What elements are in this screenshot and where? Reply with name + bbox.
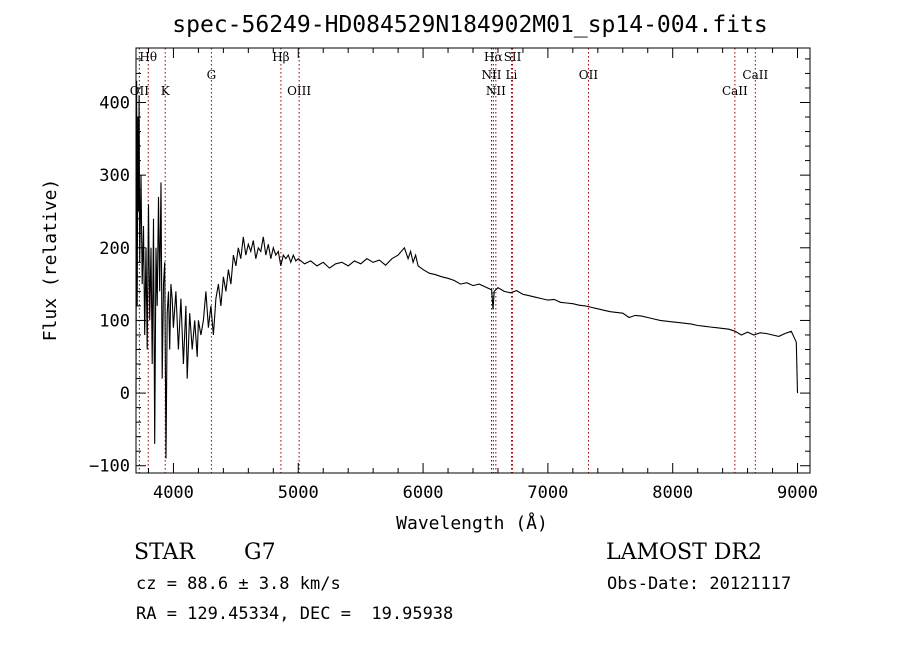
line-label-0: Hθ bbox=[139, 50, 157, 64]
observation-date: Obs-Date: 20121117 bbox=[607, 574, 792, 594]
y-tick-label: −100 bbox=[89, 457, 130, 477]
line-label-5: NII bbox=[481, 68, 501, 82]
x-tick-label: 5000 bbox=[278, 483, 319, 503]
line-label-12: NII bbox=[486, 84, 506, 98]
x-axis-label: Wavelength (Å) bbox=[396, 512, 548, 534]
x-tick-label: 6000 bbox=[403, 483, 444, 503]
line-label-11: OIII bbox=[287, 84, 311, 98]
y-tick-label: 200 bbox=[99, 239, 130, 259]
y-axis-label: Flux (relative) bbox=[40, 179, 61, 342]
y-tick-label: 300 bbox=[99, 166, 130, 186]
x-tick-label: 7000 bbox=[527, 483, 568, 503]
object-subclass: G7 bbox=[244, 540, 276, 565]
line-label-2: Hα bbox=[484, 50, 503, 64]
line-label-7: OII bbox=[579, 68, 599, 82]
survey-name: LAMOST DR2 bbox=[606, 540, 762, 565]
line-label-6: Li bbox=[506, 68, 518, 82]
chart-title: spec-56249-HD084529N184902M01_sp14-004.f… bbox=[172, 12, 767, 38]
line-label-8: CaII bbox=[742, 68, 768, 82]
x-tick-label: 9000 bbox=[777, 483, 818, 503]
redshift-text: cz = 88.6 ± 3.8 km/s bbox=[136, 574, 341, 594]
line-label-10: K bbox=[161, 84, 171, 98]
line-label-9: OII bbox=[130, 84, 150, 98]
coordinates-text: RA = 129.45334, DEC = 19.95938 bbox=[136, 604, 454, 624]
line-label-3: SII bbox=[504, 50, 522, 64]
line-label-1: Hβ bbox=[272, 50, 289, 64]
line-label-4: G bbox=[207, 68, 217, 82]
x-tick-label: 8000 bbox=[652, 483, 693, 503]
spectrum-series-line bbox=[135, 80, 799, 459]
line-marker-layer bbox=[138, 48, 756, 473]
y-axis-ticks: −100 0 100 200 300 400 bbox=[89, 58, 810, 477]
y-tick-label: 400 bbox=[99, 93, 130, 113]
object-class: STAR bbox=[134, 540, 195, 565]
y-tick-label: 0 bbox=[120, 384, 130, 404]
x-tick-label: 4000 bbox=[153, 483, 194, 503]
x-axis-ticks: 4000 5000 6000 7000 8000 9000 bbox=[147, 48, 818, 503]
line-label-13: CaII bbox=[722, 84, 748, 98]
y-tick-label: 100 bbox=[99, 311, 130, 331]
